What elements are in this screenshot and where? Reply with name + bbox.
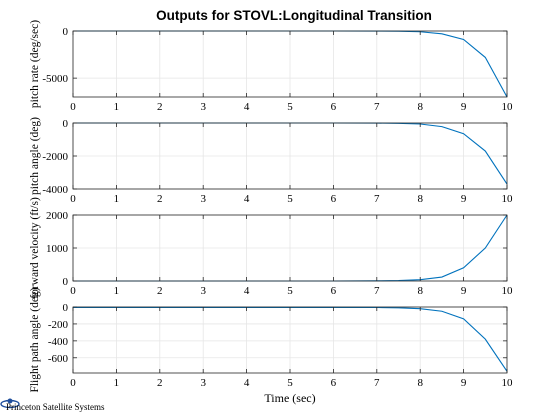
x-tick-label: 3 — [200, 101, 206, 113]
x-tick-label: 4 — [244, 377, 250, 389]
x-tick-label: 3 — [200, 193, 206, 205]
y-axis-label: pitch angle (deg) — [29, 117, 41, 195]
y-tick-label: 1000 — [46, 243, 69, 255]
x-tick-label: 10 — [502, 377, 514, 389]
x-tick-label: 7 — [374, 285, 380, 297]
logo-text: Princeton Satellite Systems — [6, 402, 105, 412]
subplot-3: 0 1 2 3 4 5 6 7 8 9 10 0 1000 2000 forward velocity (f… — [29, 197, 513, 299]
y-tick-label: -5000 — [42, 73, 68, 85]
x-tick-label: 1 — [114, 193, 120, 205]
x-tick-label: 10 — [502, 193, 514, 205]
y-tick-label: 0 — [63, 302, 69, 314]
x-tick-label: 7 — [374, 377, 380, 389]
x-tick-label: 7 — [374, 193, 380, 205]
y-axis-label: forward velocity (ft/s) — [29, 197, 41, 299]
x-tick-label: 6 — [331, 285, 337, 297]
x-tick-label: 7 — [374, 101, 380, 113]
subplot-1: 0 1 2 3 4 5 6 7 8 9 10 -5000 0 pitch rate (deg/sec) — [29, 20, 513, 113]
company-logo: Princeton Satellite Systems — [0, 398, 105, 412]
y-tick-label: -2000 — [42, 151, 68, 163]
x-tick-label: 2 — [157, 193, 163, 205]
x-tick-label: 2 — [157, 377, 163, 389]
x-tick-label: 9 — [461, 377, 467, 389]
y-tick-label: -400 — [48, 336, 69, 348]
x-tick-label: 5 — [287, 285, 293, 297]
subplot-2: 0 1 2 3 4 5 6 7 8 9 10 -4000 -2000 0 pitch angle (deg) — [29, 117, 513, 205]
x-tick-label: 4 — [244, 193, 250, 205]
y-tick-label: -600 — [48, 353, 69, 365]
x-tick-label: 6 — [331, 377, 337, 389]
x-tick-label: 3 — [200, 377, 206, 389]
y-tick-label: -4000 — [42, 184, 68, 196]
x-tick-label: 3 — [200, 285, 206, 297]
x-tick-label: 6 — [331, 193, 337, 205]
x-tick-label: 6 — [331, 101, 337, 113]
y-axis-label: Flight path angle (deg) — [29, 287, 41, 392]
x-tick-label: 9 — [461, 285, 467, 297]
y-tick-label: 0 — [63, 276, 69, 288]
x-tick-label: 8 — [417, 101, 423, 113]
x-tick-label: 1 — [114, 377, 120, 389]
figure-title: Outputs for STOVL:Longitudinal Transitio… — [156, 8, 432, 23]
logo-planet-icon — [7, 398, 13, 404]
y-axis-label: pitch rate (deg/sec) — [29, 20, 41, 108]
y-tick-label: 0 — [63, 26, 69, 38]
series-line — [73, 306, 508, 372]
x-tick-label: 2 — [157, 285, 163, 297]
x-tick-label: 0 — [70, 101, 76, 113]
x-tick-label: 8 — [417, 285, 423, 297]
y-tick-label: 0 — [63, 118, 69, 130]
x-tick-label: 9 — [461, 101, 467, 113]
x-tick-label: 1 — [114, 285, 120, 297]
x-tick-label: 0 — [70, 193, 76, 205]
x-tick-label: 8 — [417, 193, 423, 205]
x-tick-label: 5 — [287, 101, 293, 113]
x-tick-label: 10 — [502, 101, 514, 113]
y-tick-label: 2000 — [46, 210, 69, 222]
y-tick-label: -200 — [48, 319, 69, 331]
x-tick-label: 1 — [114, 101, 120, 113]
x-tick-label: 4 — [244, 101, 250, 113]
x-tick-label: 10 — [502, 285, 514, 297]
x-tick-label: 0 — [70, 377, 76, 389]
x-tick-label: 0 — [70, 285, 76, 297]
x-tick-label: 8 — [417, 377, 423, 389]
x-tick-label: 2 — [157, 101, 163, 113]
x-axis-label: Time (sec) — [264, 391, 315, 405]
x-tick-label: 5 — [287, 377, 293, 389]
x-tick-label: 5 — [287, 193, 293, 205]
x-tick-label: 4 — [244, 285, 250, 297]
x-tick-label: 9 — [461, 193, 467, 205]
